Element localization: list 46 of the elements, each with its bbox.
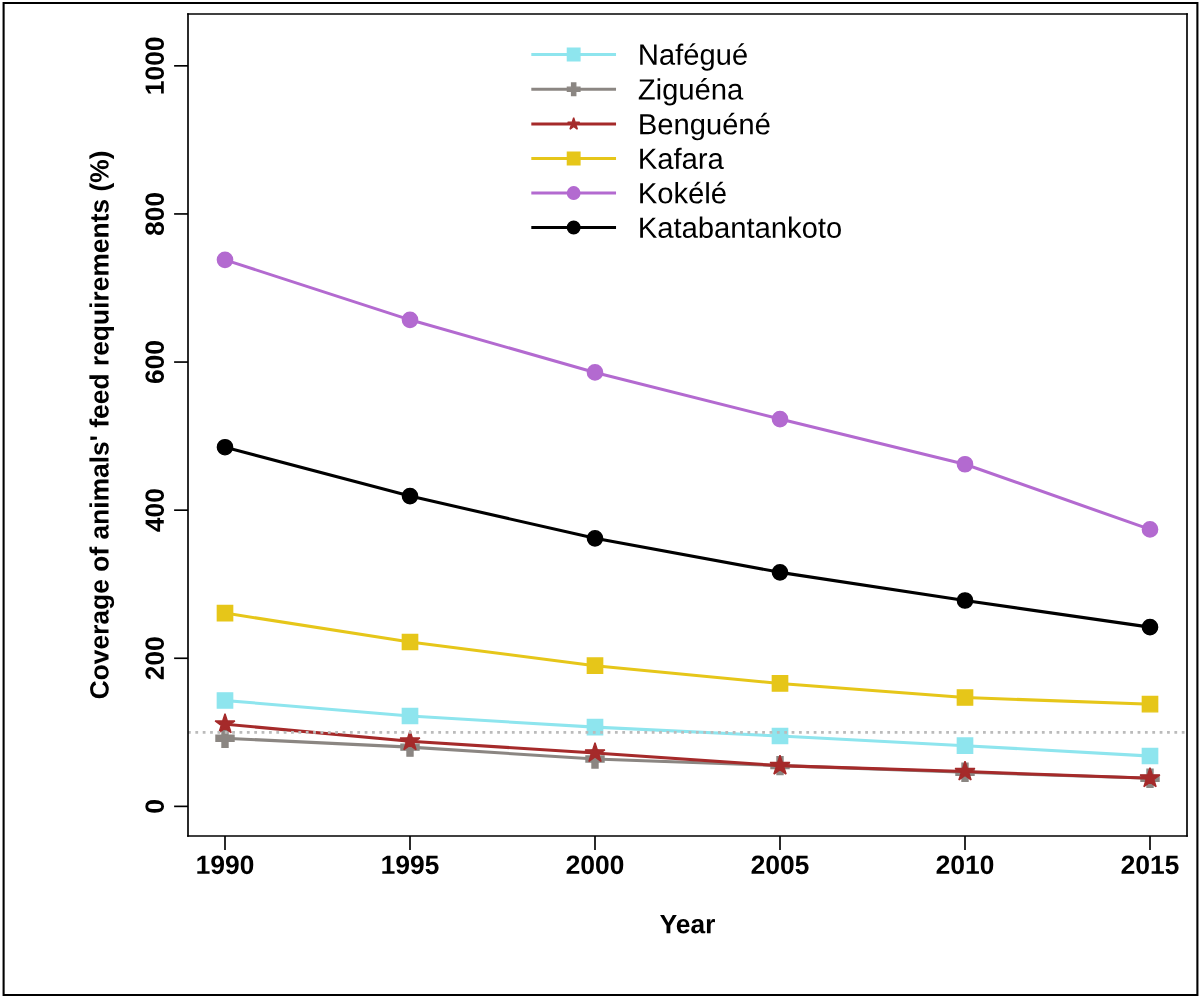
point [401, 487, 419, 505]
point [586, 529, 604, 547]
y-tick-label: 800 [145, 193, 165, 236]
x-tick-label: 2000 [566, 855, 624, 875]
point [216, 692, 234, 709]
point [401, 311, 419, 329]
x-tick-label: 2005 [751, 855, 809, 875]
legend-label: Ziguéna [638, 77, 744, 106]
legend-label: Nafégué [640, 43, 747, 71]
legend-label: Benguéné [640, 112, 770, 141]
point [956, 455, 974, 473]
point [1141, 747, 1159, 765]
x-tick-label: 1995 [382, 855, 439, 875]
point [216, 438, 234, 456]
x-tick-label: 2015 [1121, 855, 1179, 875]
y-tick-label: 0 [145, 800, 165, 813]
point [771, 564, 789, 581]
point [771, 410, 789, 428]
y-tick-label: 1000 [145, 37, 165, 94]
x-tick-label: 2010 [936, 855, 994, 875]
legend-label: Kafara [640, 147, 724, 170]
point [401, 633, 419, 651]
y-tick-label: 400 [145, 489, 165, 532]
point [1141, 521, 1159, 538]
point [216, 604, 234, 622]
point [401, 707, 419, 725]
y-tick-label: 600 [145, 341, 165, 384]
point [956, 592, 974, 609]
point [214, 713, 236, 734]
point [586, 364, 604, 381]
y-tick-label: 200 [145, 637, 165, 680]
point [1141, 618, 1159, 636]
legend-label: Katabantankoto [640, 216, 841, 239]
point [771, 675, 789, 692]
point [956, 689, 974, 706]
point [584, 741, 606, 763]
point [399, 730, 421, 751]
point [956, 737, 974, 754]
y-axis-title: Coverage of animals' feed requirements (%) [89, 151, 115, 699]
point [216, 251, 234, 269]
point [586, 657, 604, 675]
x-axis-title: Year [660, 915, 715, 934]
legend-label: Kokélé [640, 181, 726, 204]
x-tick-label: 1990 [197, 855, 254, 875]
point [1141, 695, 1159, 713]
point [215, 728, 235, 748]
